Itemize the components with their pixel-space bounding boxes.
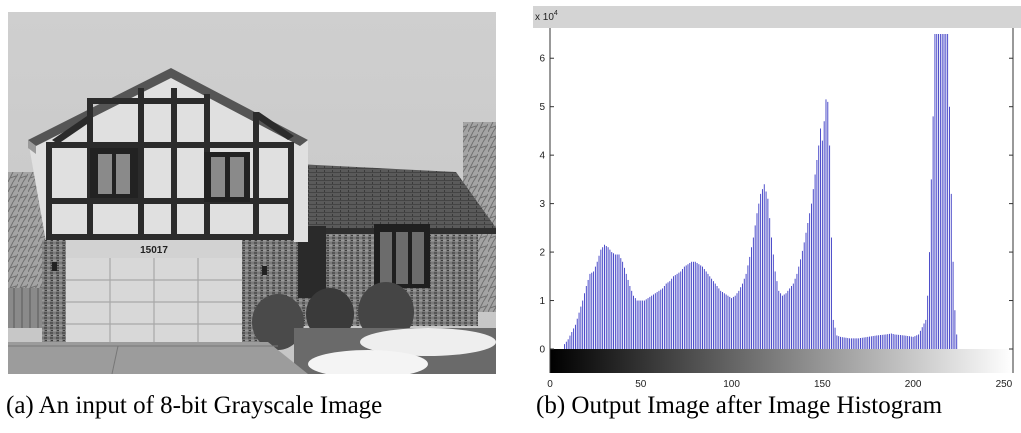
y-tick-label: 0	[539, 345, 545, 356]
x-tick-label: 50	[635, 379, 647, 390]
caption-b: (b) Output Image after Image Histogram	[536, 392, 943, 419]
input-grayscale-image: 15017	[8, 12, 496, 374]
histogram-chart: 0 1 2 3 4 5 6 0 50 100 150 200 250 x 104	[533, 6, 1021, 390]
y-tick-label: 6	[539, 54, 545, 65]
y-tick-label: 4	[539, 151, 545, 162]
x-tick-label: 0	[547, 379, 553, 390]
x-tick-label: 100	[723, 379, 740, 390]
caption-a: (a) An input of 8-bit Grayscale Image	[6, 392, 383, 419]
histogram-bars	[564, 34, 958, 349]
x-tick-label: 150	[814, 379, 831, 390]
house-number: 15017	[140, 245, 168, 256]
y-tick-label: 3	[539, 199, 545, 210]
plot-area	[550, 28, 1013, 349]
axes: 0 1 2 3 4 5 6 0 50 100 150 200 250	[539, 28, 1014, 390]
y-tick-label: 5	[539, 102, 545, 113]
house-photo: 15017	[8, 12, 496, 374]
x-tick-label: 250	[996, 379, 1013, 390]
x-tick-label: 200	[905, 379, 922, 390]
y-multiplier-label: x 104	[535, 10, 558, 23]
histogram-panel: 0 1 2 3 4 5 6 0 50 100 150 200 250 x 104	[533, 6, 1021, 396]
y-tick-label: 2	[539, 248, 545, 259]
figure-top-bar	[533, 6, 1021, 28]
gray-colorbar	[550, 349, 1013, 373]
y-tick-label: 1	[539, 296, 545, 307]
